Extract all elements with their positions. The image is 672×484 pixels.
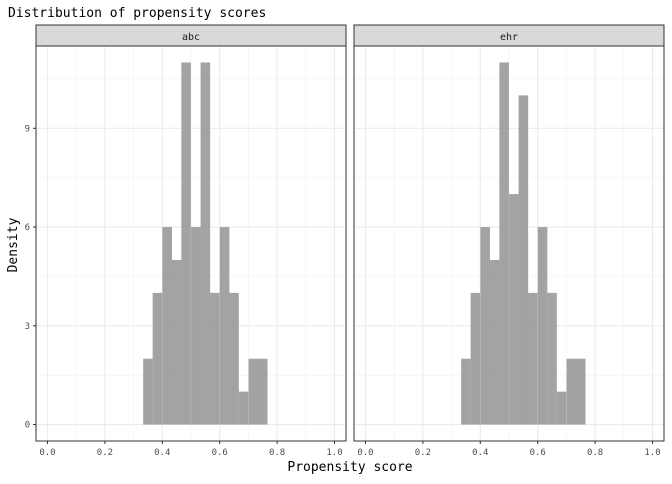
histogram-bar <box>509 194 519 425</box>
x-tick-label: 0.4 <box>472 448 488 458</box>
panel-border <box>35 45 347 442</box>
y-tick-label: 0 <box>25 421 30 431</box>
histogram-bar <box>219 227 230 425</box>
histogram-bar <box>547 292 557 425</box>
histogram-bar <box>210 292 220 425</box>
histogram-bar <box>461 358 471 425</box>
x-tick-label: 0.6 <box>530 448 546 458</box>
histogram-bar <box>143 358 153 425</box>
panel-border <box>353 45 665 442</box>
histogram-bar <box>470 292 481 425</box>
facet-strip-label: abc <box>182 32 200 43</box>
x-tick-label: 0.2 <box>97 448 113 458</box>
x-tick-label: 0.0 <box>39 448 55 458</box>
histogram-bar <box>229 292 239 425</box>
histogram-bar <box>537 227 548 425</box>
facet-panel-ehr: ehr 0.0 0.2 0.4 0.6 0.8 1.0 <box>353 24 665 458</box>
histogram-bar <box>238 391 249 425</box>
histogram-bar <box>566 358 577 425</box>
x-tick-label: 0.8 <box>269 448 285 458</box>
histogram-bar <box>480 227 490 425</box>
x-tick-label: 0.4 <box>154 448 170 458</box>
histogram-bar <box>518 95 529 425</box>
facet-strip-label: ehr <box>500 32 518 43</box>
histogram-bar <box>171 259 182 425</box>
x-tick-label: 0.8 <box>587 448 603 458</box>
y-tick-label: 9 <box>25 124 30 134</box>
histogram-bar <box>575 358 586 425</box>
x-tick-label: 0.0 <box>357 448 373 458</box>
histogram-bar <box>257 358 268 425</box>
x-tick-label: 0.2 <box>415 448 431 458</box>
histogram-bar <box>528 292 538 425</box>
histogram-bar <box>499 62 509 425</box>
histogram-bar <box>191 227 201 425</box>
histogram-bar <box>200 62 211 425</box>
histogram-bar <box>489 259 500 425</box>
x-tick-label: 1.0 <box>644 448 660 458</box>
histogram-bar <box>152 292 163 425</box>
y-axis-label: Density <box>6 217 21 272</box>
y-tick-label: 3 <box>25 322 30 332</box>
histogram-bar <box>248 358 259 425</box>
x-tick-label: 0.6 <box>212 448 228 458</box>
histogram-bar <box>181 62 191 425</box>
x-tick-label: 1.0 <box>326 448 342 458</box>
x-axis-label: Propensity score <box>287 460 412 475</box>
histogram-bar <box>162 227 172 425</box>
histogram-bar <box>556 391 567 425</box>
chart-title: Distribution of propensity scores <box>8 6 266 21</box>
y-tick-label: 6 <box>25 223 30 233</box>
facet-panels: abc 0.0 0.2 0.4 0.6 0.8 1.0 0 3 6 9 ehr 0.0 0.2 0.4 0.6… <box>25 24 665 458</box>
facet-panel-abc: abc 0.0 0.2 0.4 0.6 0.8 1.0 0 3 6 9 <box>25 24 347 458</box>
